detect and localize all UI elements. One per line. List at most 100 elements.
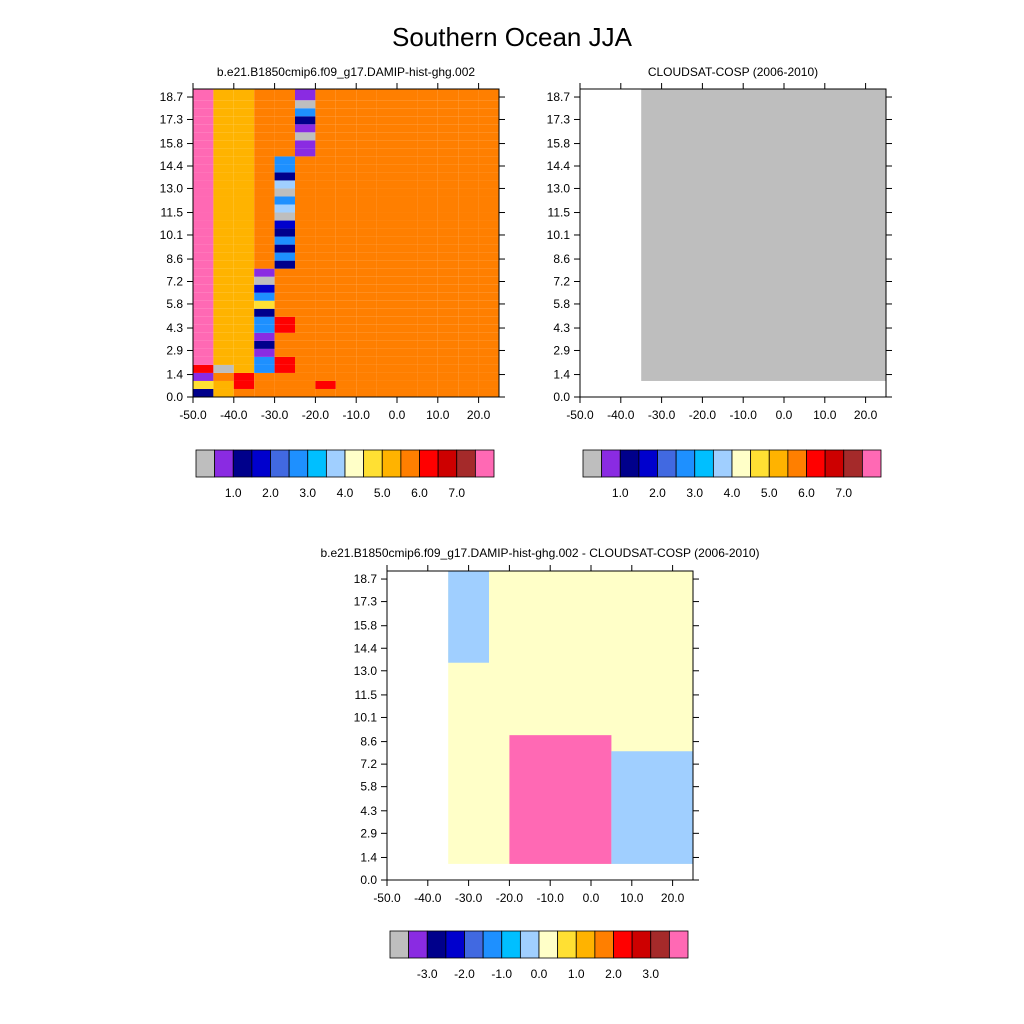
heatmap-cell — [335, 108, 357, 117]
heatmap-cell — [295, 196, 316, 205]
colorbar-swatch — [445, 930, 465, 959]
heatmap-cell — [397, 308, 418, 317]
heatmap-cell — [417, 196, 438, 205]
heatmap-cell — [376, 292, 397, 301]
heatmap-cell — [193, 108, 214, 117]
heatmap-cell — [254, 140, 275, 149]
heatmap-cell — [315, 364, 336, 373]
y-tick-label: 15.8 — [160, 137, 184, 151]
heatmap-cell — [397, 284, 418, 293]
heatmap-cell — [437, 244, 459, 253]
heatmap-cell — [233, 212, 255, 221]
y-tick-label: 11.5 — [161, 206, 184, 220]
y-tick-label: 1.4 — [553, 368, 570, 382]
y-tick-label: 5.8 — [166, 297, 183, 311]
heatmap-cell — [458, 172, 479, 181]
heatmap-cell — [254, 276, 275, 285]
heatmap-cell — [478, 89, 499, 101]
x-tick-label: 20.0 — [661, 891, 685, 905]
heatmap-cell — [295, 260, 316, 269]
heatmap-cell — [315, 332, 336, 341]
heatmap-cell — [356, 348, 377, 357]
heatmap-cell — [233, 268, 255, 277]
heatmap-cell — [315, 164, 336, 173]
heatmap-cell — [233, 148, 255, 157]
heatmap-cell — [213, 156, 234, 165]
heatmap-cell — [254, 324, 275, 333]
heatmap-cell — [376, 268, 397, 277]
heatmap-cell — [193, 180, 214, 189]
heatmap-cell — [233, 292, 255, 301]
heatmap-cell — [274, 180, 295, 189]
heatmap-cell — [274, 292, 295, 301]
heatmap-cell — [274, 108, 295, 117]
heatmap-cell — [193, 116, 214, 125]
heatmap-cell — [417, 244, 438, 253]
heatmap-cell — [254, 196, 275, 205]
heatmap-cell — [417, 236, 438, 245]
colorbar-swatch — [538, 930, 559, 959]
heatmap-cell — [356, 300, 377, 309]
heatmap-cell — [478, 252, 499, 261]
heatmap-cell — [233, 380, 255, 389]
heatmap-cell — [417, 372, 438, 381]
heatmap-cell — [376, 204, 397, 213]
colorbar-swatch — [657, 449, 677, 478]
heatmap-cell — [437, 236, 459, 245]
heatmap-cell — [437, 196, 459, 205]
heatmap-cell — [397, 156, 418, 165]
heatmap-cell — [356, 388, 377, 397]
heatmap-cell — [193, 348, 214, 357]
heatmap-cell — [376, 276, 397, 285]
heatmap-cell — [397, 148, 418, 157]
heatmap-cell — [376, 116, 397, 125]
y-tick-label: 0.0 — [166, 390, 183, 404]
heatmap-cell — [274, 196, 295, 205]
heatmap-cell — [458, 372, 479, 381]
heatmap-region — [641, 89, 886, 381]
heatmap-cell — [274, 244, 295, 253]
heatmap-cell — [233, 300, 255, 309]
heatmap-cell — [213, 100, 234, 109]
heatmap-cell — [376, 372, 397, 381]
heatmap-cell — [478, 292, 499, 301]
heatmap-cell — [458, 284, 479, 293]
heatmap-cell — [335, 228, 357, 237]
heatmap-cell — [437, 140, 459, 149]
y-tick-label: 14.4 — [547, 159, 571, 173]
heatmap-cell — [193, 372, 214, 381]
heatmap-cell — [213, 204, 234, 213]
heatmap-cell — [376, 332, 397, 341]
heatmap-cell — [315, 116, 336, 125]
heatmap-cell — [274, 372, 295, 381]
heatmap-cell — [233, 132, 255, 141]
heatmap-cell — [315, 148, 336, 157]
y-tick-label: 18.7 — [160, 90, 184, 104]
heatmap-cell — [417, 252, 438, 261]
heatmap-cell — [295, 300, 316, 309]
heatmap-cell — [458, 236, 479, 245]
heatmap-cell — [458, 164, 479, 173]
heatmap-cell — [213, 340, 234, 349]
heatmap-cell — [254, 292, 275, 301]
colorbar-label: 7.0 — [835, 486, 852, 500]
heatmap-cell — [254, 260, 275, 269]
colorbar-swatch — [456, 449, 476, 478]
heatmap-cell — [376, 212, 397, 221]
y-tick-label: 13.0 — [160, 181, 184, 195]
x-tick-label: -20.0 — [302, 408, 330, 422]
heatmap-cell — [437, 364, 459, 373]
heatmap-cell — [193, 188, 214, 197]
heatmap-cell — [397, 188, 418, 197]
heatmap-cell — [254, 316, 275, 325]
heatmap-cell — [213, 212, 234, 221]
heatmap-cell — [397, 260, 418, 269]
colorbar-swatch — [195, 449, 216, 478]
heatmap-cell — [295, 220, 316, 229]
heatmap-cell — [356, 308, 377, 317]
heatmap-cell — [437, 228, 459, 237]
heatmap-cell — [376, 364, 397, 373]
heatmap-cell — [254, 300, 275, 309]
y-tick-label: 14.4 — [160, 159, 184, 173]
heatmap-cell — [233, 228, 255, 237]
